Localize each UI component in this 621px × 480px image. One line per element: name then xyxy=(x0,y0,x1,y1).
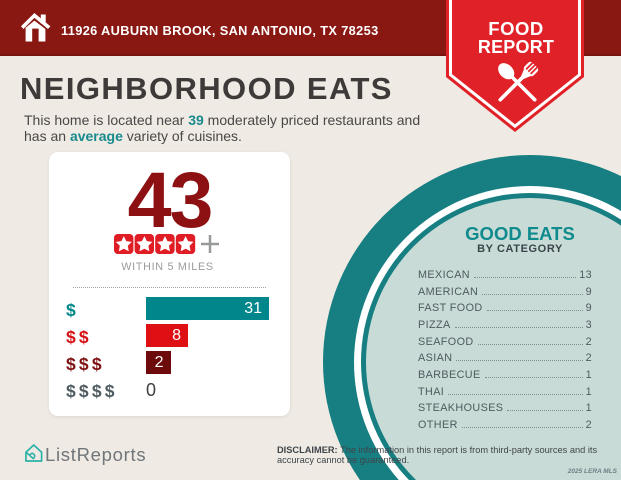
svg-text:REPORT: REPORT xyxy=(478,37,554,57)
svg-text:FOOD: FOOD xyxy=(488,18,543,39)
